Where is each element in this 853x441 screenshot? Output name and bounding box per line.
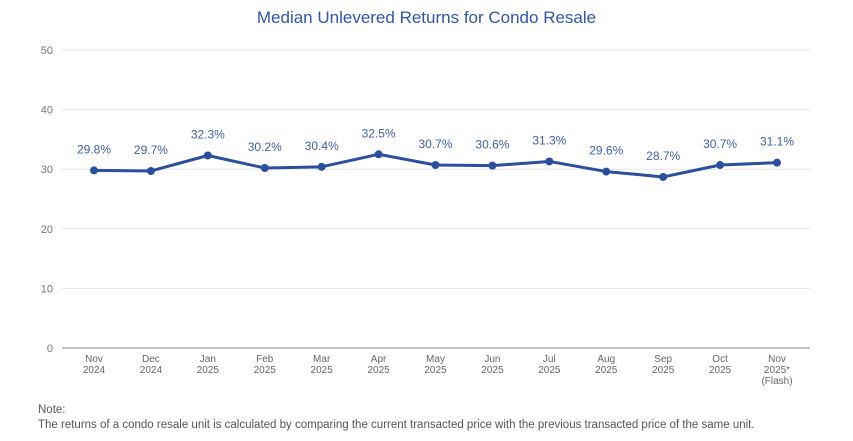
data-label: 28.7% [646,149,680,163]
note-text: The returns of a condo resale unit is ca… [38,419,755,431]
y-tick-label: 10 [41,283,53,295]
y-tick-label: 20 [41,224,53,236]
data-label: 30.2% [248,140,282,154]
x-tick-label: 2025 [709,365,732,376]
data-label: 31.3% [532,133,566,147]
x-tick-label: (Flash) [761,376,792,387]
data-point [90,166,98,175]
x-tick-label: Aug [597,354,615,365]
x-tick-label: 2025 [197,365,220,376]
data-label: 29.7% [134,143,168,157]
data-point [260,164,269,173]
x-tick-label: Feb [256,354,274,365]
x-tick-label: Mar [313,354,331,365]
y-tick-label: 30 [41,164,53,176]
x-tick-label: Jun [484,354,500,365]
data-point [545,157,554,166]
y-tick-label: 0 [47,343,53,355]
x-tick-label: 2025 [254,365,277,376]
x-tick-label: 2025 [652,365,675,376]
x-tick-label: Jul [543,354,556,365]
data-point [374,150,383,159]
data-label: 31.1% [760,135,794,149]
x-tick-label: Oct [712,354,728,365]
data-point [146,166,155,175]
y-tick-label: 40 [41,105,53,117]
data-point [659,172,668,181]
x-tick-label: Dec [142,354,160,365]
data-point [488,161,497,170]
x-tick-label: 2025 [311,365,334,376]
x-tick-label: 2024 [83,365,106,376]
x-tick-label: Jan [200,354,216,365]
x-tick-label: 2025 [538,365,561,376]
x-tick-label: Sep [654,354,672,365]
x-tick-label: 2025* [764,365,790,376]
data-label: 30.4% [305,139,339,153]
data-label: 30.6% [475,138,509,152]
data-point [602,167,611,176]
data-point [773,158,781,167]
x-tick-label: Nov [85,354,103,365]
x-tick-label: Apr [371,354,387,365]
data-label: 29.6% [589,144,623,158]
x-tick-label: May [426,354,445,365]
note-heading: Note: [38,404,66,416]
data-label: 29.8% [77,142,111,156]
data-label: 30.7% [418,137,452,151]
chart-title: Median Unlevered Returns for Condo Resal… [256,8,597,27]
x-tick-label: 2025 [367,365,390,376]
x-tick-label: Nov [768,354,786,365]
x-tick-label: 2025 [481,365,504,376]
data-label: 32.5% [362,126,396,140]
x-tick-label: 2024 [140,365,163,376]
data-point [317,162,326,171]
x-tick-label: 2025 [595,365,618,376]
data-point [716,161,725,170]
data-label: 32.3% [191,127,225,141]
data-point [203,151,212,160]
line-chart: 01020304050Nov2024Dec2024Jan2025Feb2025M… [41,45,810,387]
data-label: 30.7% [703,137,737,151]
y-tick-label: 50 [41,45,53,57]
x-tick-label: 2025 [424,365,447,376]
data-point [431,161,440,170]
